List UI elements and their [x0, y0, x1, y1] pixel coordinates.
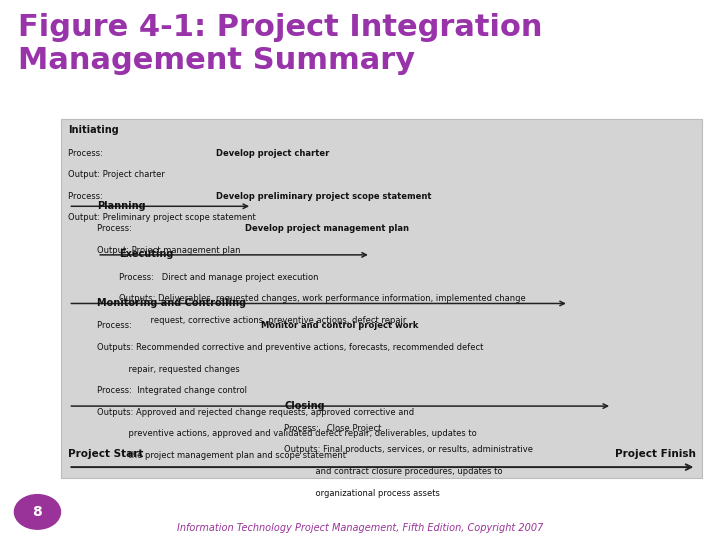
Text: Process:: Process:	[97, 321, 138, 330]
Text: Project Finish: Project Finish	[616, 449, 696, 458]
Text: preventive actions, approved and validated defect repair, deliverables, updates : preventive actions, approved and validat…	[97, 429, 477, 438]
Text: organizational process assets: organizational process assets	[284, 489, 440, 498]
Text: Monitoring and Controlling: Monitoring and Controlling	[97, 298, 246, 308]
Text: Closing: Closing	[284, 401, 325, 411]
Text: Process:   Close Project: Process: Close Project	[284, 424, 382, 433]
Text: request, corrective actions, preventive actions, defect repair: request, corrective actions, preventive …	[119, 316, 406, 325]
Text: Develop project management plan: Develop project management plan	[245, 224, 409, 233]
Text: Planning: Planning	[97, 201, 146, 211]
Text: Initiating: Initiating	[68, 125, 119, 136]
Text: Project Start: Project Start	[68, 449, 144, 458]
Text: Output: Preliminary project scope statement: Output: Preliminary project scope statem…	[68, 213, 256, 222]
Text: 8: 8	[32, 505, 42, 519]
Text: repair, requested changes: repair, requested changes	[97, 364, 240, 374]
Text: Process:   Direct and manage project execution: Process: Direct and manage project execu…	[119, 273, 318, 282]
Circle shape	[14, 495, 60, 529]
Text: Figure 4-1: Project Integration: Figure 4-1: Project Integration	[18, 14, 542, 43]
Text: Process:: Process:	[97, 224, 135, 233]
Text: Information Technology Project Management, Fifth Edition, Copyright 2007: Information Technology Project Managemen…	[177, 523, 543, 533]
Text: Output: Project management plan: Output: Project management plan	[97, 246, 240, 255]
Text: the project management plan and scope statement: the project management plan and scope st…	[97, 451, 346, 460]
Text: Monitor and control project work: Monitor and control project work	[261, 321, 419, 330]
Text: Process:  Integrated change control: Process: Integrated change control	[97, 386, 247, 395]
Text: Outputs: Recommended corrective and preventive actions, forecasts, recommended d: Outputs: Recommended corrective and prev…	[97, 343, 484, 352]
Text: Executing: Executing	[119, 249, 174, 260]
Text: Management Summary: Management Summary	[18, 46, 415, 75]
Text: Outputs: Approved and rejected change requests, approved corrective and: Outputs: Approved and rejected change re…	[97, 408, 414, 417]
Text: Outputs: Final products, services, or results, administrative: Outputs: Final products, services, or re…	[284, 446, 534, 455]
Text: Process:: Process:	[68, 192, 106, 201]
FancyBboxPatch shape	[61, 119, 702, 478]
Text: Process:: Process:	[68, 148, 106, 158]
Text: Output: Project charter: Output: Project charter	[68, 170, 166, 179]
Text: Develop preliminary project scope statement: Develop preliminary project scope statem…	[216, 192, 432, 201]
Text: and contract closure procedures, updates to: and contract closure procedures, updates…	[284, 467, 503, 476]
Text: Develop project charter: Develop project charter	[216, 148, 330, 158]
Text: Outputs: Deliverables, requested changes, work performance information, implemen: Outputs: Deliverables, requested changes…	[119, 294, 526, 303]
